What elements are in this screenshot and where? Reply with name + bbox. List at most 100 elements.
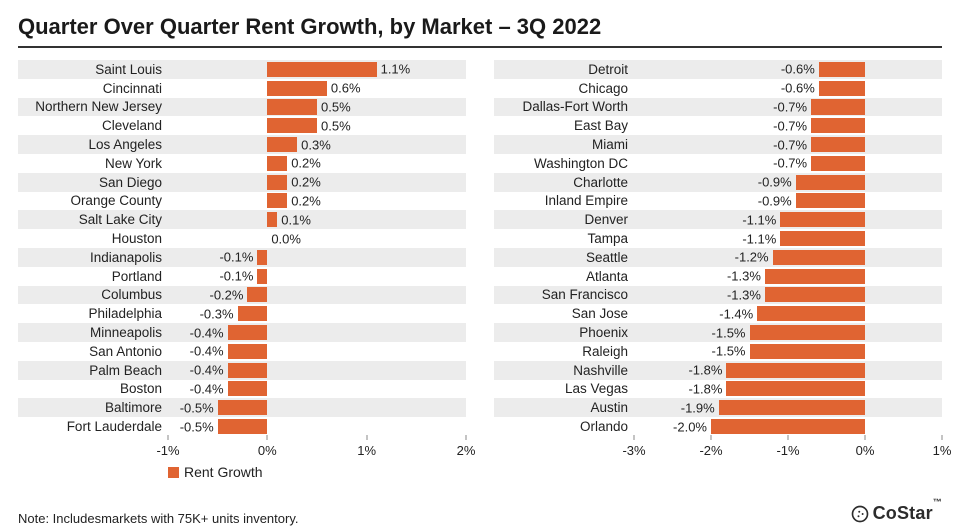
row-label: Inland Empire (494, 193, 634, 208)
bar (228, 325, 268, 340)
chart-panel-left: Saint Louis1.1%Cincinnati0.6%Northern Ne… (18, 60, 466, 480)
table-row: Phoenix-1.5% (494, 323, 942, 342)
legend-label: Rent Growth (184, 464, 263, 480)
costar-logo-icon (851, 505, 869, 523)
row-label: San Jose (494, 306, 634, 321)
bar (267, 156, 287, 171)
row-label: Austin (494, 400, 634, 415)
bar (780, 212, 865, 227)
table-row: Raleigh-1.5% (494, 342, 942, 361)
legend: Rent Growth (168, 464, 263, 480)
table-row: Baltimore-0.5% (18, 398, 466, 417)
bar-area: -0.1% (168, 248, 466, 267)
tick-mark (865, 435, 866, 440)
row-label: Detroit (494, 62, 634, 77)
row-label: Phoenix (494, 325, 634, 340)
bar-area: -0.5% (168, 417, 466, 436)
bar (811, 99, 865, 114)
bar-value-label: -0.9% (758, 175, 792, 190)
bar-area: 0.6% (168, 79, 466, 98)
bar-area: -1.1% (634, 210, 942, 229)
bar (267, 81, 327, 96)
table-row: Detroit-0.6% (494, 60, 942, 79)
bar-area: -1.9% (634, 398, 942, 417)
table-row: San Diego0.2% (18, 173, 466, 192)
bar-value-label: -1.9% (681, 400, 715, 415)
table-row: Washington DC-0.7% (494, 154, 942, 173)
brand-name: CoStar™ (873, 503, 942, 524)
bar (267, 175, 287, 190)
bar-area: 1.1% (168, 60, 466, 79)
bar-value-label: -1.8% (688, 381, 722, 396)
bar-area: 0.5% (168, 98, 466, 117)
bar (780, 231, 865, 246)
bar-value-label: 0.6% (331, 81, 361, 96)
table-row: Boston-0.4% (18, 380, 466, 399)
table-row: Indianapolis -0.1% (18, 248, 466, 267)
row-label: Orlando (494, 419, 634, 434)
row-label: Philadelphia (18, 306, 168, 321)
bar-value-label: -0.2% (210, 287, 244, 302)
row-label: Indianapolis (18, 250, 168, 265)
bar (811, 137, 865, 152)
bar-value-label: -1.3% (727, 269, 761, 284)
bar (257, 250, 267, 265)
row-label: Houston (18, 231, 168, 246)
bar-area: -1.8% (634, 380, 942, 399)
bar (257, 269, 267, 284)
tick-mark (168, 435, 169, 440)
bar-area: -2.0% (634, 417, 942, 436)
tick-label: 1% (357, 443, 376, 458)
table-row: Seattle-1.2% (494, 248, 942, 267)
bar-value-label: -0.9% (758, 193, 792, 208)
brand-logo: CoStar™ (851, 503, 942, 524)
bar-value-label: -1.3% (727, 287, 761, 302)
bar-area: -0.4% (168, 361, 466, 380)
tick-label: -1% (776, 443, 799, 458)
table-row: Chicago-0.6% (494, 79, 942, 98)
row-label: Boston (18, 381, 168, 396)
row-label: Cincinnati (18, 81, 168, 96)
table-row: Cleveland0.5% (18, 116, 466, 135)
chart-rows: Detroit-0.6%Chicago-0.6%Dallas-Fort Wort… (494, 60, 942, 436)
row-label: Denver (494, 212, 634, 227)
bar (267, 99, 317, 114)
bar-area: 0.1% (168, 210, 466, 229)
bar-value-label: -0.4% (190, 363, 224, 378)
bar (819, 62, 865, 77)
bar-area: 0.2% (168, 192, 466, 211)
row-label: Dallas-Fort Worth (494, 99, 634, 114)
tick-mark (711, 435, 712, 440)
bar-area: -1.8% (634, 361, 942, 380)
tick-mark (634, 435, 635, 440)
bar-area: -1.5% (634, 323, 942, 342)
bar-value-label: -0.4% (190, 325, 224, 340)
bar (711, 419, 865, 434)
bar (796, 193, 865, 208)
bar-value-label: -0.7% (773, 118, 807, 133)
bar (757, 306, 865, 321)
bar (750, 325, 866, 340)
bar-area: -0.9% (634, 173, 942, 192)
row-label: Columbus (18, 287, 168, 302)
table-row: San Antonio-0.4% (18, 342, 466, 361)
bar (796, 175, 865, 190)
bar-value-label: -0.1% (219, 250, 253, 265)
row-label: Tampa (494, 231, 634, 246)
tick-label: -1% (156, 443, 179, 458)
row-label: Salt Lake City (18, 212, 168, 227)
bar (750, 344, 866, 359)
table-row: Philadelphia-0.3% (18, 304, 466, 323)
bar (773, 250, 865, 265)
bar (238, 306, 268, 321)
bar-value-label: 0.2% (291, 193, 321, 208)
bar (765, 287, 865, 302)
row-label: Miami (494, 137, 634, 152)
table-row: Northern New Jersey0.5% (18, 98, 466, 117)
bar-value-label: 0.1% (281, 212, 311, 227)
bar-area: -1.3% (634, 267, 942, 286)
footnote: Note: Includesmarkets with 75K+ units in… (18, 511, 298, 526)
bar (218, 400, 268, 415)
bar (819, 81, 865, 96)
table-row: Miami-0.7% (494, 135, 942, 154)
